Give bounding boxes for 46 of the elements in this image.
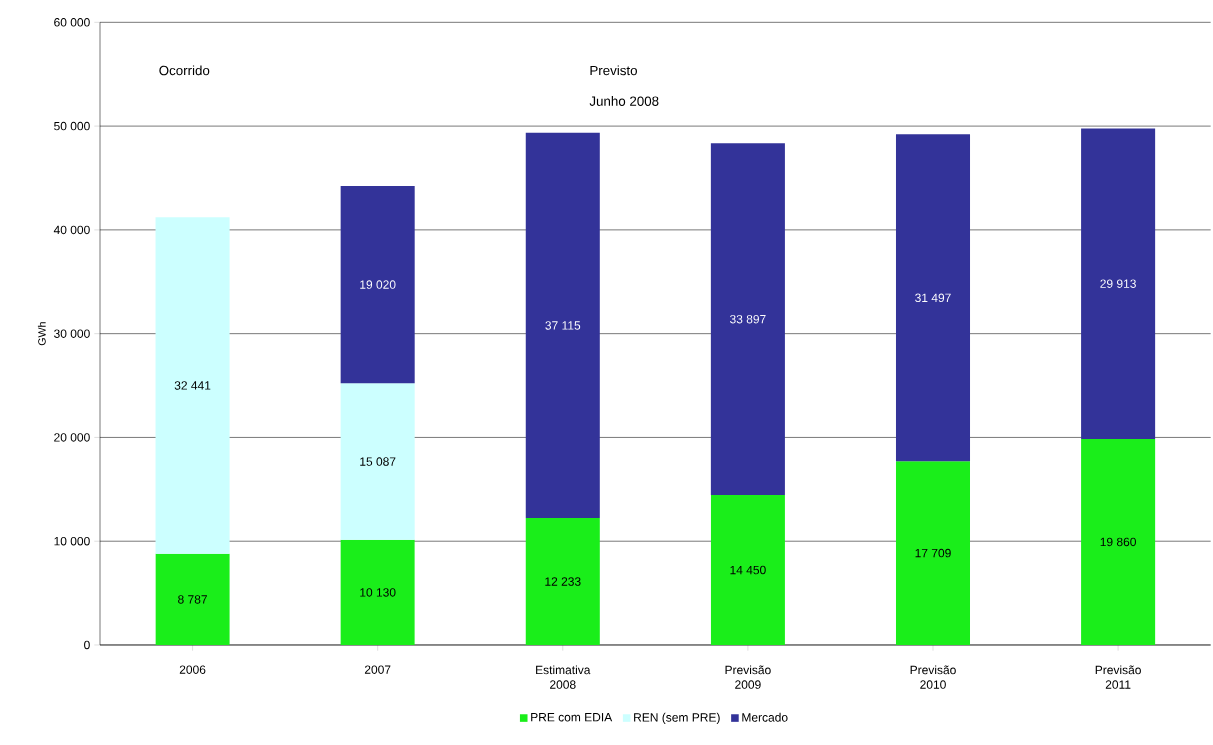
y-axis-title: GWh [37,322,46,346]
data-label: 12 233 [545,577,581,586]
bar [155,217,230,554]
bar [155,553,230,645]
legend-label: Mercado [742,712,788,722]
data-label: 15 087 [360,457,396,466]
bar [895,461,971,645]
x-tick-label: Previsão 2010 [910,665,956,689]
bar [1081,438,1156,645]
bar [1081,128,1156,439]
data-label: 32 441 [174,381,211,390]
bar [340,185,415,384]
data-label: 19 860 [1100,537,1136,547]
data-label: 29 913 [1100,279,1136,288]
x-tick-label: Previsão 2009 [725,665,771,689]
data-label: 14 450 [730,565,766,575]
y-tick-label: 0 [84,640,90,650]
legend-label: REN (sem PRE) [634,712,720,725]
bar [710,495,785,645]
y-tick-label: 60 000 [54,18,90,27]
x-tick-label: 2006 [179,665,206,674]
bar [525,518,600,645]
data-label: 17 709 [915,548,951,558]
y-tick-label: 20 000 [54,433,90,442]
y-tick-label: 30 000 [54,329,90,338]
y-tick-label: 40 000 [53,225,90,235]
y-tick-label: 50 000 [54,121,90,131]
data-label: 37 115 [545,321,581,330]
bar [340,539,415,645]
bar [895,134,971,462]
bar [340,383,415,540]
annotation: Junho 2008 [589,96,659,106]
data-label: 31 497 [915,293,951,303]
y-tick-label: 10 000 [54,536,90,546]
annotation: Ocorrido [159,65,210,76]
data-label: 10 130 [360,588,396,597]
annotation: Previsto [590,65,637,76]
data-label: 19 020 [360,280,396,289]
bar [525,132,600,519]
legend-label: PRE com EDIA [531,713,613,722]
bar [710,143,785,496]
x-tick-label: Estimativa 2008 [536,665,591,689]
data-label: 8 787 [178,595,207,604]
data-label: 33 897 [730,314,766,324]
x-tick-label: Previsão 2011 [1095,665,1141,689]
x-tick-label: 2007 [364,665,391,674]
